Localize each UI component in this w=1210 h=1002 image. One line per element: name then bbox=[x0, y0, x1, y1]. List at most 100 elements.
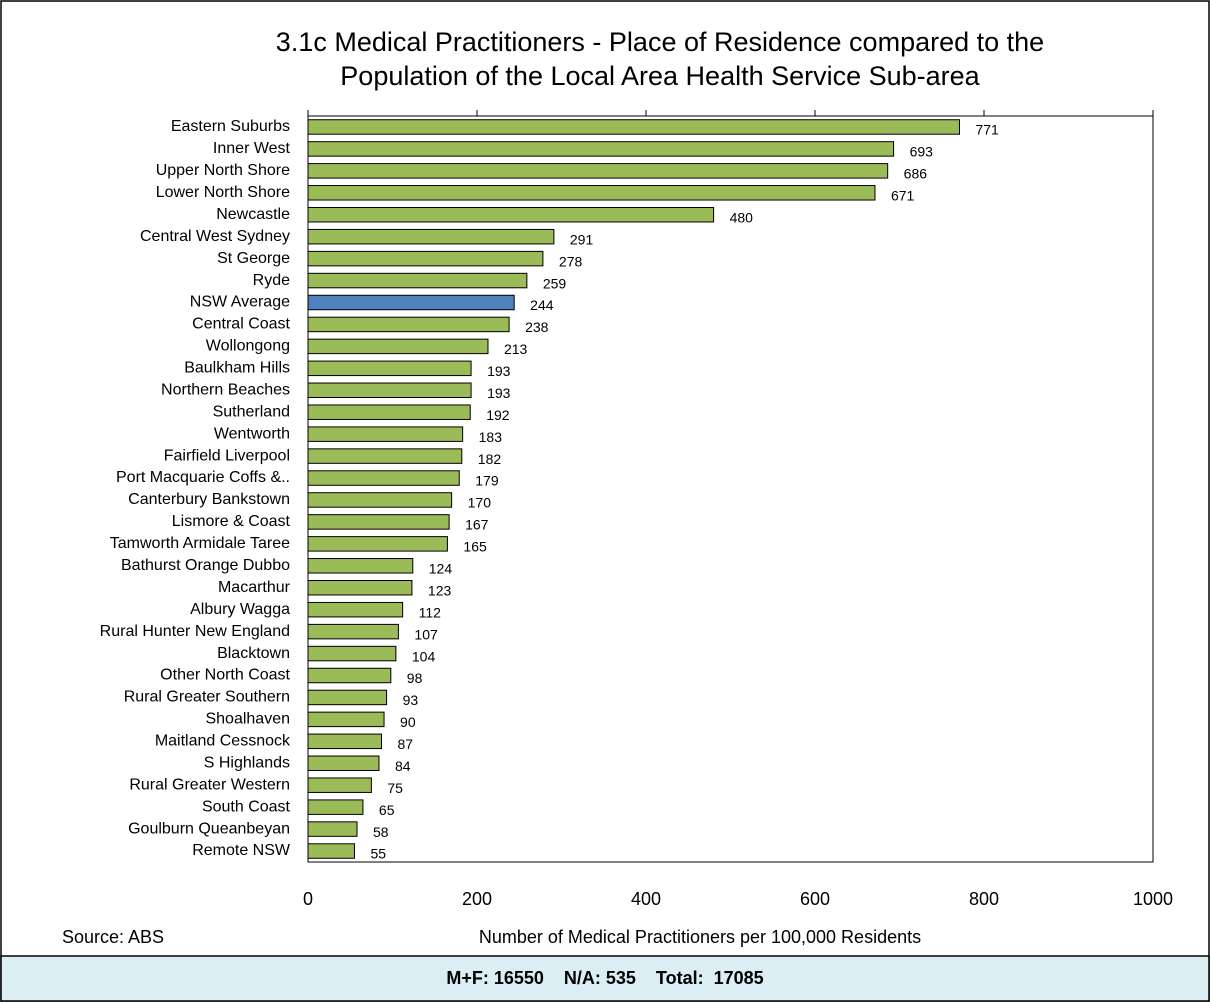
bar bbox=[307, 821, 358, 837]
bar bbox=[307, 426, 464, 442]
value-label: 93 bbox=[403, 692, 419, 708]
y-tick-label: Eastern Suburbs bbox=[171, 118, 290, 135]
bar bbox=[307, 777, 372, 793]
y-tick-label: Newcastle bbox=[216, 206, 290, 223]
value-label: 182 bbox=[478, 451, 502, 467]
value-label: 123 bbox=[428, 582, 452, 598]
value-label: 84 bbox=[395, 758, 411, 774]
y-tick-label: Lower North Shore bbox=[156, 184, 290, 201]
bar bbox=[307, 294, 515, 311]
y-tick-label: Macarthur bbox=[218, 579, 291, 596]
bar bbox=[307, 755, 380, 772]
y-tick-label: S Highlands bbox=[204, 754, 290, 771]
bar bbox=[307, 843, 355, 859]
bar bbox=[307, 382, 472, 399]
bar bbox=[307, 799, 364, 815]
y-tick-label: Rural Greater Southern bbox=[124, 689, 290, 706]
y-tick-label: Northern Beaches bbox=[161, 381, 290, 398]
footer: M+F: 16550 N/A: 535 Total: 17085 bbox=[446, 968, 763, 988]
value-label: 65 bbox=[379, 802, 395, 818]
bar bbox=[307, 185, 876, 201]
y-tick-label: Port Macquarie Coffs &.. bbox=[116, 469, 290, 486]
bar bbox=[307, 514, 450, 530]
value-label: 55 bbox=[370, 846, 386, 862]
value-label: 193 bbox=[487, 363, 511, 379]
y-tick-label: Sutherland bbox=[213, 403, 290, 420]
value-label: 693 bbox=[910, 144, 934, 160]
value-label: 124 bbox=[429, 560, 453, 576]
value-label: 112 bbox=[419, 604, 442, 620]
y-tick-label: Wollongong bbox=[206, 338, 290, 355]
bar bbox=[307, 316, 510, 333]
bar bbox=[307, 404, 471, 420]
x-tick-label: 0 bbox=[303, 889, 313, 909]
value-label: 278 bbox=[559, 253, 583, 269]
y-tick-label: Goulburn Queanbeyan bbox=[128, 820, 290, 837]
y-tick-label: Canterbury Bankstown bbox=[128, 491, 290, 508]
y-tick-label: NSW Average bbox=[190, 294, 290, 311]
value-label: 87 bbox=[398, 736, 414, 752]
bar bbox=[307, 338, 489, 355]
bar bbox=[307, 558, 414, 574]
value-label: 259 bbox=[543, 275, 567, 291]
value-label: 686 bbox=[904, 166, 928, 182]
bar bbox=[307, 163, 889, 179]
value-label: 75 bbox=[387, 780, 403, 796]
y-tick-label: Rural Greater Western bbox=[129, 776, 290, 793]
bar bbox=[307, 689, 388, 706]
x-axis-title: Number of Medical Practitioners per 100,… bbox=[479, 927, 921, 947]
bar bbox=[307, 579, 413, 596]
y-tick-label: Baulkham Hills bbox=[184, 360, 290, 377]
bar bbox=[307, 623, 399, 640]
value-label: 193 bbox=[487, 385, 511, 401]
bar bbox=[307, 470, 460, 486]
bar bbox=[307, 119, 960, 135]
value-label: 165 bbox=[463, 539, 487, 555]
bar bbox=[307, 733, 383, 750]
y-tick-label: Central Coast bbox=[192, 316, 290, 333]
value-label: 192 bbox=[486, 407, 510, 423]
y-tick-label: St George bbox=[217, 250, 290, 267]
x-tick-label: 1000 bbox=[1133, 889, 1173, 909]
bar bbox=[307, 272, 528, 289]
y-tick-label: Central West Sydney bbox=[140, 228, 290, 245]
bar bbox=[307, 492, 453, 508]
value-label: 107 bbox=[414, 626, 438, 642]
bar bbox=[307, 645, 397, 662]
bar bbox=[307, 536, 448, 552]
bar bbox=[307, 601, 404, 618]
value-label: 671 bbox=[891, 187, 915, 203]
chart-title: Population of the Local Area Health Serv… bbox=[340, 61, 980, 91]
bar bbox=[307, 141, 895, 157]
value-label: 104 bbox=[412, 648, 436, 664]
y-tick-label: Albury Wagga bbox=[190, 601, 290, 618]
y-tick-label: Inner West bbox=[213, 140, 291, 157]
y-tick-label: Wentworth bbox=[214, 425, 290, 442]
value-label: 179 bbox=[475, 473, 499, 489]
bar bbox=[307, 667, 392, 684]
x-tick-label: 800 bbox=[969, 889, 999, 909]
plot-area bbox=[307, 115, 1154, 863]
value-label: 170 bbox=[468, 495, 492, 511]
y-tick-label: Tamworth Armidale Taree bbox=[110, 535, 290, 552]
bar bbox=[307, 206, 715, 223]
y-tick-label: Ryde bbox=[253, 272, 290, 289]
y-tick-label: Fairfield Liverpool bbox=[164, 447, 290, 464]
y-tick-label: Rural Hunter New England bbox=[100, 623, 290, 640]
y-tick-label: Maitland Cessnock bbox=[155, 733, 291, 750]
source: Source: ABS bbox=[62, 927, 164, 947]
bar bbox=[307, 448, 463, 464]
value-label: 58 bbox=[373, 824, 389, 840]
y-tick-label: Other North Coast bbox=[160, 667, 290, 684]
y-tick-label: Remote NSW bbox=[192, 842, 291, 859]
y-tick-label: Upper North Shore bbox=[156, 162, 290, 179]
footer-box bbox=[0, 955, 1210, 1002]
chart-title: 3.1c Medical Practitioners - Place of Re… bbox=[276, 27, 1044, 57]
value-label: 771 bbox=[975, 122, 999, 138]
x-tick-label: 600 bbox=[800, 889, 830, 909]
value-label: 244 bbox=[530, 297, 554, 313]
value-label: 167 bbox=[465, 517, 489, 533]
y-tick-label: Bathurst Orange Dubbo bbox=[121, 557, 290, 574]
